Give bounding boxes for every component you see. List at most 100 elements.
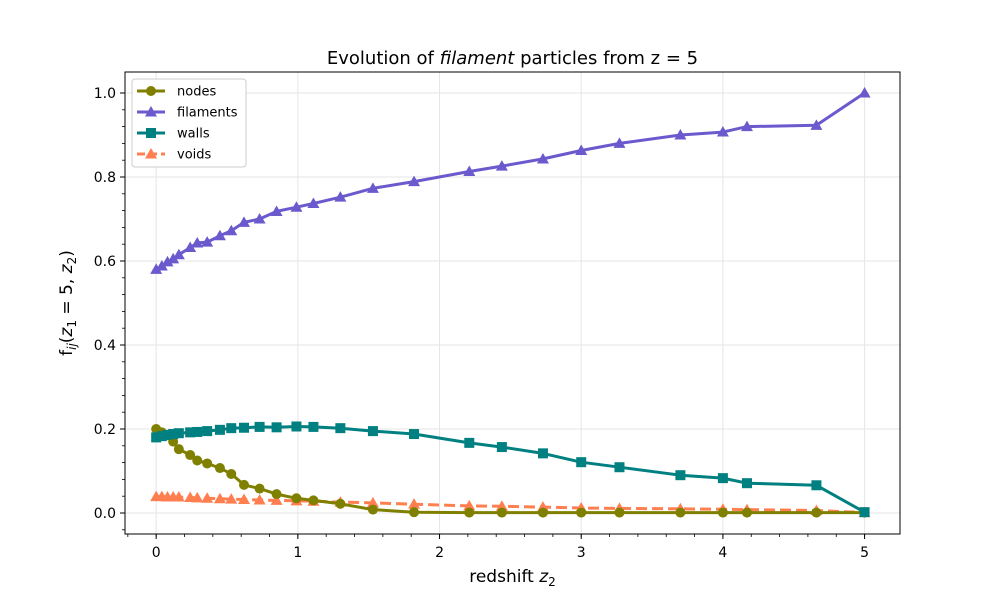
x-tick-label: 3 <box>577 545 586 561</box>
data-point-voids <box>191 491 204 503</box>
data-point-filaments <box>575 144 588 156</box>
data-point-voids <box>463 499 476 511</box>
data-point-walls <box>156 431 167 442</box>
data-point-walls <box>291 421 302 432</box>
data-point-walls <box>192 426 203 437</box>
data-point-filaments <box>858 87 871 98</box>
y-axis-label: fij(z1 = 5, z2) <box>57 250 79 356</box>
legend-label-nodes: nodes <box>177 85 216 100</box>
y-tick-label: 0.8 <box>94 170 116 186</box>
y-tick-label: 0.6 <box>94 254 116 270</box>
data-point-nodes <box>202 458 213 469</box>
legend-box <box>131 78 247 168</box>
data-point-nodes <box>717 507 728 518</box>
data-point-filaments <box>495 160 508 171</box>
x-tick-label: 2 <box>435 545 444 561</box>
legend-marker-filaments <box>145 106 157 117</box>
legend: nodes filaments walls voids <box>131 78 247 168</box>
data-point-voids <box>495 500 508 511</box>
data-point-voids <box>408 498 421 509</box>
data-point-filaments <box>716 126 729 137</box>
data-point-filaments <box>225 224 238 236</box>
y-tick-label: 0.0 <box>94 506 116 522</box>
legend-label-voids: voids <box>177 148 212 163</box>
data-point-nodes <box>254 483 265 494</box>
data-point-walls <box>271 422 282 433</box>
legend-marker-nodes <box>146 86 156 96</box>
data-point-nodes <box>291 493 302 504</box>
data-point-nodes <box>308 495 319 506</box>
chart-title: Evolution of filament particles from z =… <box>327 48 698 69</box>
data-point-walls <box>859 507 870 518</box>
data-point-nodes <box>239 479 250 490</box>
data-point-nodes <box>614 507 625 518</box>
data-point-filaments <box>810 119 823 130</box>
data-point-walls <box>214 424 225 435</box>
y-tick-label: 0.4 <box>94 338 116 354</box>
data-point-filaments <box>150 263 163 274</box>
legend-label-filaments: filaments <box>177 106 238 121</box>
data-point-nodes <box>464 507 475 518</box>
data-point-nodes <box>185 450 196 461</box>
data-point-nodes <box>741 507 752 518</box>
data-point-filaments <box>307 197 320 208</box>
data-point-filaments <box>155 260 168 271</box>
data-point-nodes <box>675 507 686 518</box>
data-point-filaments <box>334 191 347 202</box>
data-point-voids <box>225 493 238 504</box>
data-point-filaments <box>161 255 174 267</box>
series-nodes <box>151 424 870 518</box>
data-point-nodes <box>409 507 420 518</box>
data-point-walls <box>537 448 548 459</box>
data-point-nodes <box>537 507 548 518</box>
x-tick-label: 1 <box>293 545 302 561</box>
y-tick-label: 0.2 <box>94 422 116 438</box>
data-point-filaments <box>740 120 753 132</box>
series-filaments <box>150 87 871 274</box>
data-point-nodes <box>335 498 346 509</box>
legend-item-nodes: nodes <box>137 85 216 100</box>
data-point-nodes <box>192 455 203 466</box>
data-point-filaments <box>253 213 266 224</box>
data-point-walls <box>741 478 752 489</box>
data-point-voids <box>270 494 283 505</box>
series-walls <box>151 421 870 518</box>
data-point-voids <box>238 493 251 505</box>
legend-marker-voids <box>145 148 157 159</box>
y-tick-label: 1.0 <box>94 86 116 102</box>
data-point-filaments <box>270 205 283 216</box>
data-point-filaments <box>463 165 476 177</box>
data-point-filaments <box>238 216 251 227</box>
data-point-walls <box>162 429 173 440</box>
data-point-walls <box>496 442 507 453</box>
data-point-filaments <box>191 236 204 248</box>
axes-frame <box>124 71 901 535</box>
data-point-nodes <box>576 507 587 518</box>
data-point-filaments <box>613 137 626 148</box>
legend-marker-walls <box>146 128 156 138</box>
data-point-filaments <box>184 241 197 253</box>
data-point-walls <box>464 437 475 448</box>
data-point-nodes <box>367 504 378 515</box>
data-point-filaments <box>408 175 421 187</box>
data-point-walls <box>335 423 346 434</box>
data-point-nodes <box>271 489 282 500</box>
plot-area <box>124 71 901 535</box>
data-point-walls <box>185 427 196 438</box>
data-point-filaments <box>536 152 549 164</box>
x-axis-label: redshift z2 <box>469 567 556 589</box>
data-point-walls <box>717 473 728 484</box>
data-point-walls <box>614 462 625 473</box>
data-point-walls <box>226 423 237 434</box>
x-tick-label: 5 <box>860 545 869 561</box>
data-point-filaments <box>366 182 379 193</box>
data-point-filaments <box>167 252 180 264</box>
data-point-nodes <box>226 468 237 479</box>
data-point-filaments <box>674 129 687 140</box>
data-point-nodes <box>811 507 822 518</box>
data-point-filaments <box>213 229 226 241</box>
data-point-walls <box>811 480 822 491</box>
legend-item-voids: voids <box>137 148 212 163</box>
data-point-voids <box>172 491 185 502</box>
